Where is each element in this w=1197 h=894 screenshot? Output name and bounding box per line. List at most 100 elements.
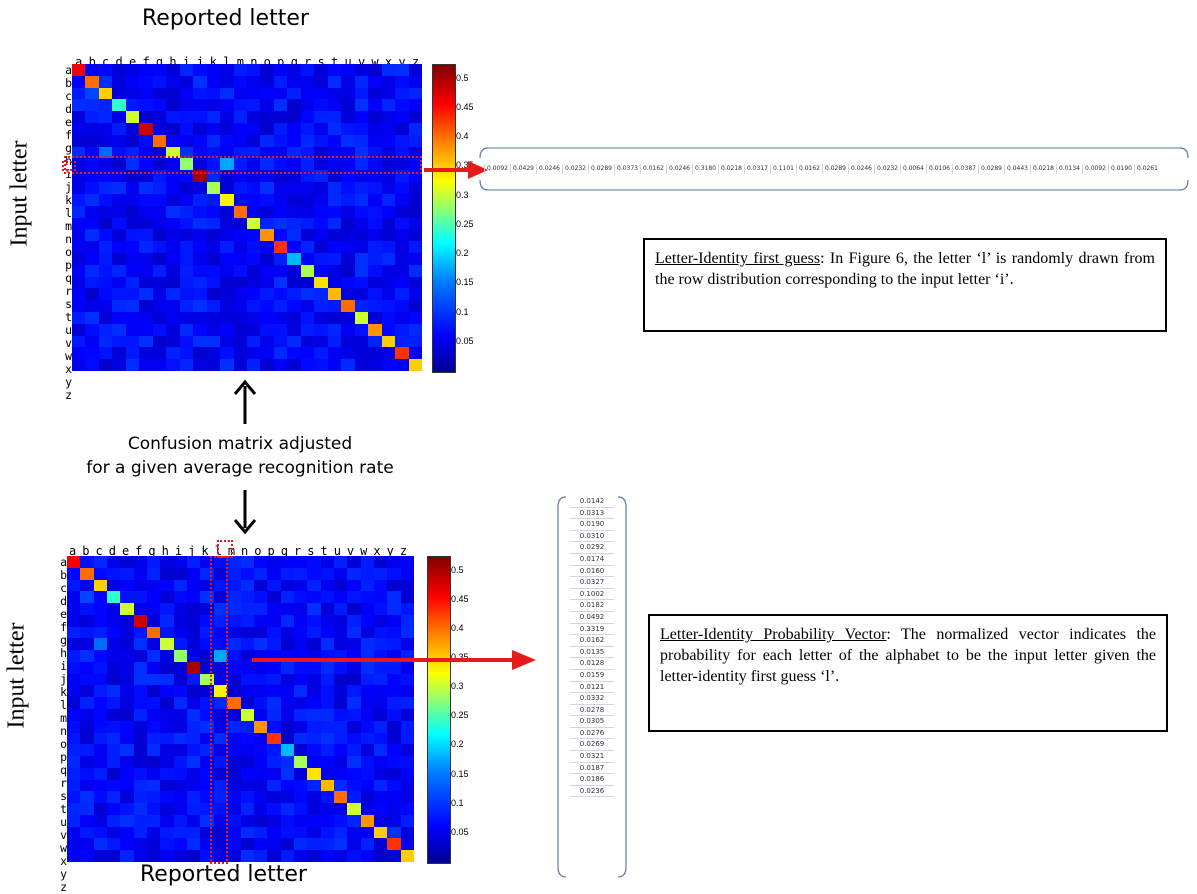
top-matrix-cell: [233, 64, 247, 76]
top-matrix-cell: [354, 276, 369, 289]
top-matrix-cell: [260, 146, 274, 159]
top-matrix-cell: [408, 276, 422, 289]
top-matrix-cell: [260, 64, 274, 76]
bottom-column-highlight-top-mark: [217, 540, 233, 558]
top-matrix-cell: [220, 264, 234, 277]
bottom-matrix-cell: [93, 838, 108, 851]
bottom-matrix-cell: [307, 732, 321, 745]
top-row-letter-z: z: [65, 388, 72, 402]
top-matrix-cell: [300, 252, 315, 265]
bottom-matrix-cell: [293, 767, 308, 780]
bottom-matrix-cell: [293, 591, 308, 604]
top-matrix-cell: [152, 264, 167, 277]
bottom-matrix-cell: [173, 661, 188, 674]
top-matrix-cell: [408, 252, 422, 265]
bottom-matrix-cell: [293, 814, 308, 827]
top-matrix-cell: [327, 205, 342, 218]
bottom-matrix-cell: [80, 767, 94, 780]
top-matrix-cell: [341, 300, 355, 312]
bottom-matrix-cell: [67, 556, 81, 568]
top-matrix-cell: [395, 146, 409, 159]
top-matrix-cell: [395, 111, 409, 124]
bottom-matrix-cell: [400, 673, 414, 686]
top-matrix-cell: [206, 217, 221, 230]
top-matrix-cell: [260, 217, 274, 230]
top-matrix-cell: [395, 134, 409, 147]
bottom-row-letter-q: q: [60, 763, 67, 777]
row-vector-value: 0.0246: [536, 164, 562, 174]
bottom-matrix-cell: [80, 850, 94, 862]
top-matrix-cell: [125, 193, 140, 206]
top-colorbar-tick: 0.4: [456, 131, 469, 142]
bottom-matrix-cell: [320, 626, 334, 639]
top-matrix-cell: [72, 217, 86, 230]
top-matrix-cell: [125, 99, 140, 112]
top-matrix-cell: [206, 182, 221, 194]
bottom-matrix-cell: [213, 626, 228, 639]
top-matrix-cell: [152, 158, 167, 171]
bottom-matrix-cell: [107, 803, 121, 815]
bottom-matrix-cell: [267, 791, 281, 804]
top-matrix-cell: [287, 64, 301, 76]
top-matrix-cell: [381, 241, 396, 253]
bottom-matrix-cell: [307, 791, 321, 804]
bottom-matrix-cell: [373, 556, 388, 568]
bottom-matrix-cell: [280, 850, 294, 862]
top-matrix-cell: [233, 205, 247, 218]
bottom-matrix-cell: [213, 756, 228, 768]
bottom-matrix-cell: [387, 767, 401, 780]
top-matrix-cell: [327, 158, 342, 171]
bottom-matrix-cell: [333, 838, 348, 851]
bottom-matrix-cell: [93, 732, 108, 745]
row-vector-value: 0.0064: [900, 164, 926, 174]
bottom-matrix-cell: [333, 697, 348, 709]
top-col-letter-b: b: [88, 55, 96, 69]
bottom-matrix-cell: [187, 756, 201, 768]
bottom-matrix-cell: [293, 838, 308, 851]
top-matrix-cell: [233, 347, 247, 360]
bottom-matrix-cell: [80, 803, 94, 815]
top-matrix-cell: [300, 134, 315, 147]
bottom-matrix-cell: [267, 779, 281, 792]
bottom-matrix-cell: [133, 661, 148, 674]
bottom-matrix-cell: [253, 720, 268, 733]
bottom-matrix-cell: [67, 673, 81, 686]
top-matrix-cell: [395, 158, 409, 171]
bottom-matrix-cell: [360, 732, 374, 745]
top-col-letter-w: w: [371, 55, 379, 69]
bottom-matrix-cell: [133, 697, 148, 709]
bottom-matrix-cell: [280, 720, 294, 733]
bottom-matrix-cell: [387, 638, 401, 651]
top-matrix-cell: [233, 123, 247, 135]
top-matrix-cell: [233, 252, 247, 265]
bottom-matrix-cell: [240, 626, 254, 639]
bottom-matrix-cell: [67, 791, 81, 804]
bottom-matrix-cell: [107, 826, 121, 839]
bottom-matrix-cell: [267, 661, 281, 674]
top-confusion-matrix: [72, 64, 422, 371]
top-matrix-cell: [206, 359, 221, 371]
top-matrix-cell: [233, 182, 247, 194]
bottom-matrix-cell: [213, 614, 228, 627]
top-matrix-cell: [72, 241, 86, 253]
top-matrix-cell: [368, 170, 382, 183]
top-matrix-cell: [72, 134, 86, 147]
top-matrix-cell: [395, 347, 409, 360]
top-colorbar-tick: 0.45: [456, 101, 474, 112]
bottom-matrix-cell: [253, 791, 268, 804]
top-col-letter-m: m: [236, 55, 244, 69]
bottom-matrix-cell: [387, 838, 401, 851]
bottom-matrix-cell: [93, 814, 108, 827]
bottom-matrix-cell: [360, 673, 374, 686]
bottom-matrix-cell: [147, 814, 161, 827]
top-matrix-cell: [246, 205, 261, 218]
bottom-matrix-cell: [107, 838, 121, 851]
top-matrix-cell: [112, 170, 126, 183]
bottom-matrix-cell: [280, 744, 294, 757]
top-matrix-cell: [260, 193, 274, 206]
caption-line-1: Confusion matrix adjusted: [127, 434, 353, 454]
bottom-matrix-cell: [107, 720, 121, 733]
bottom-matrix-cell: [347, 756, 361, 768]
top-matrix-cell: [246, 217, 261, 230]
bottom-matrix-cell: [67, 732, 81, 745]
